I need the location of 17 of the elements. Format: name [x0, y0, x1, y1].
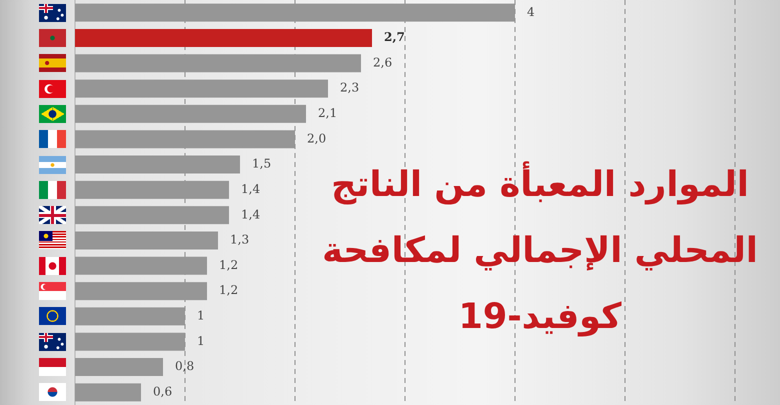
- data-label: 1,4: [241, 207, 260, 222]
- data-label: 2,3: [340, 80, 360, 95]
- data-label: 1: [197, 308, 205, 323]
- data-label: 2,7: [384, 30, 405, 44]
- data-label: 1,4: [241, 182, 260, 196]
- data-label: 1,5: [252, 156, 272, 171]
- data-label: 1,2: [219, 283, 238, 298]
- data-label: 1: [197, 334, 205, 348]
- text: الموارد المعبأة من الناتج المحلي الإجمالي لمكافحة كوفيد-19: [321, 160, 759, 339]
- data-label: 2,1: [318, 106, 338, 120]
- data-label: 4: [527, 4, 535, 19]
- data-label: 0,8: [175, 359, 194, 374]
- data-label: 2,6: [373, 55, 392, 70]
- data-label: 1,2: [219, 258, 238, 272]
- data-label: 1,3: [230, 232, 250, 247]
- data-label: 2,0: [307, 131, 326, 146]
- data-label: 0,6: [153, 384, 172, 398]
